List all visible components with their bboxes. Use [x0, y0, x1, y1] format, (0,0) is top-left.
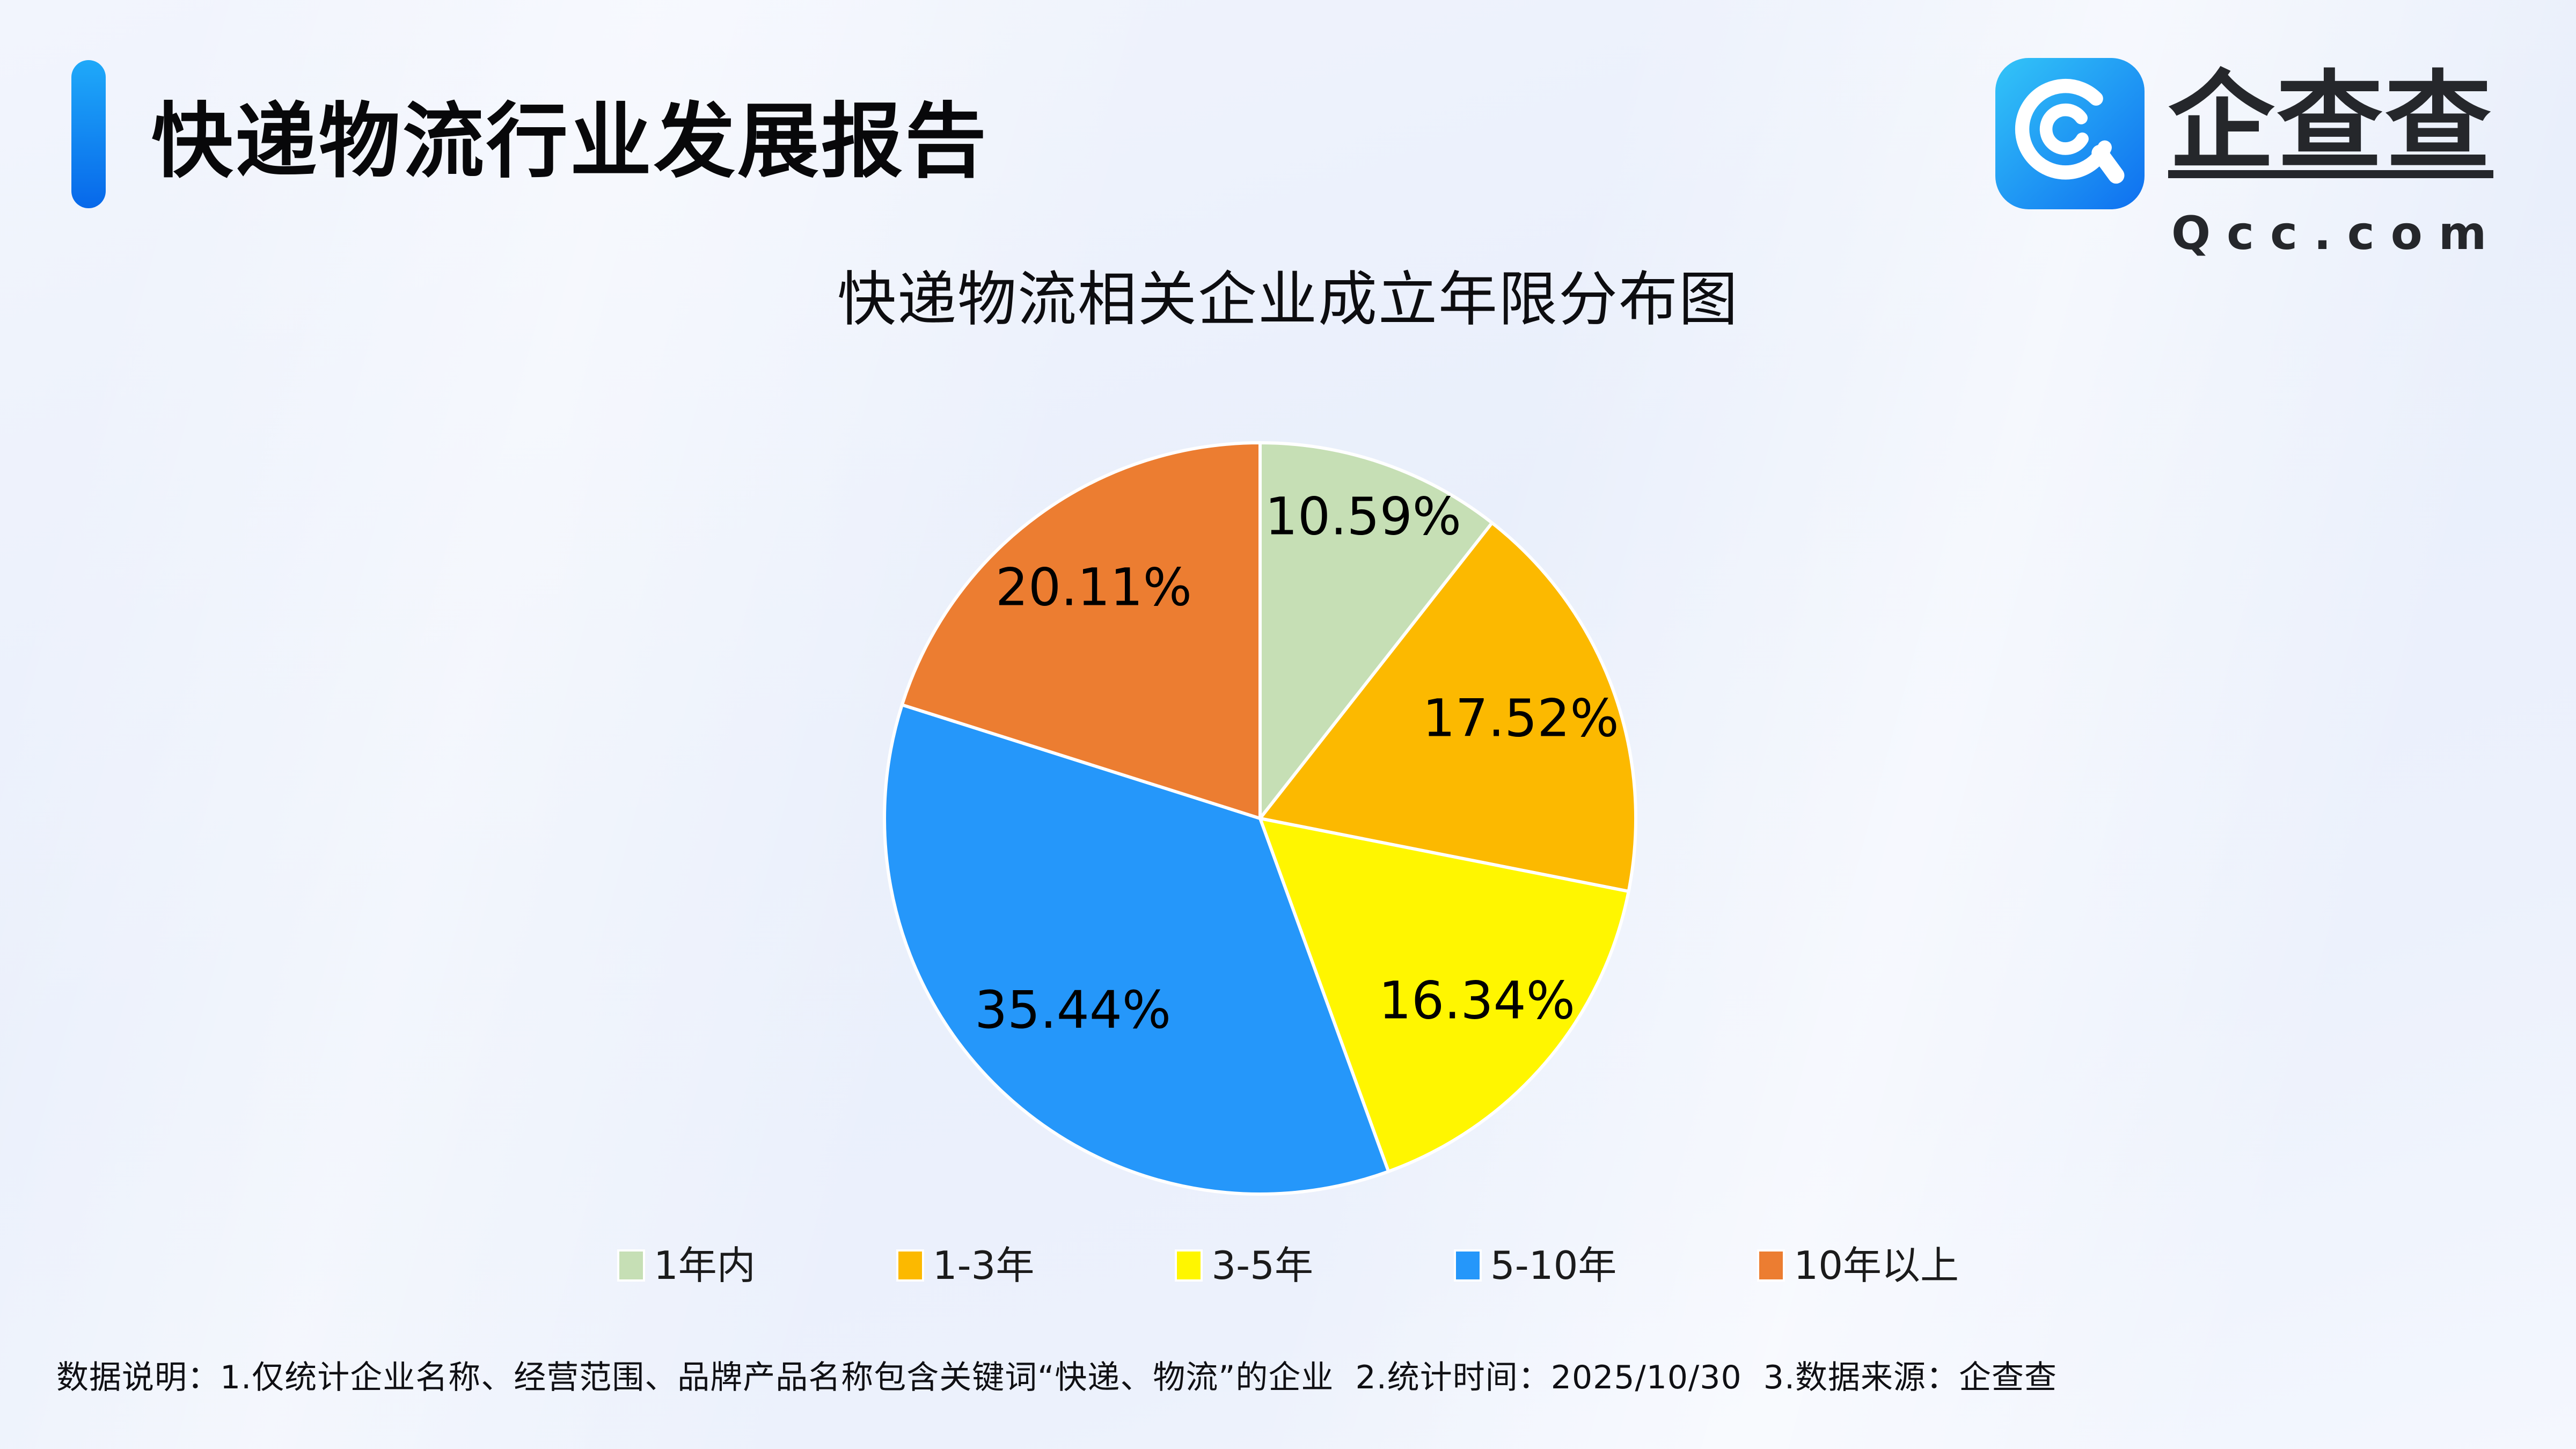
data-notes: 数据说明：1.仅统计企业名称、经营范围、品牌产品名称包含关键词“快递、物流”的企…	[56, 1359, 2058, 1396]
pie-slice-3-5年	[1258, 817, 1630, 1173]
pie-slice-1-3年	[1258, 521, 1638, 893]
qcc-logo-icon	[1995, 58, 2145, 209]
pie-slice-label: 20.11%	[996, 558, 1192, 618]
pie-chart: 10.59% 17.52% 16.34% 35.44% 20.11%	[883, 441, 1638, 1196]
title-accent-bar	[71, 60, 106, 208]
pie-slice-label: 10.59%	[1265, 487, 1461, 547]
legend-label: 10年以上	[1794, 1243, 1959, 1288]
legend-swatch	[896, 1249, 924, 1282]
chart-legend: 1年内 1-3年 3-5年 5-10年 10年以上	[0, 1246, 2576, 1285]
legend-item-5-10年: 5-10年	[1453, 1243, 1617, 1288]
page-title: 快递物流行业发展报告	[151, 94, 989, 189]
legend-label: 3-5年	[1211, 1243, 1313, 1288]
legend-item-1-3年: 1-3年	[896, 1243, 1035, 1288]
pie-slice-5-10年	[883, 703, 1391, 1196]
pie-slice-10年以上	[900, 441, 1262, 820]
legend-label: 1年内	[653, 1243, 756, 1288]
pie-slice-label: 17.52%	[1423, 688, 1619, 748]
magnifier-q-icon	[2015, 79, 2125, 184]
legend-swatch	[1175, 1249, 1203, 1282]
legend-item-3-5年: 3-5年	[1175, 1246, 1313, 1285]
chart-title: 快递物流相关企业成立年限分布图	[837, 265, 1739, 334]
pie-chart-container: 10.59% 17.52% 16.34% 35.44% 20.11%	[881, 440, 1639, 1197]
pie-slice-1年内	[1258, 441, 1494, 820]
legend-item-1年内: 1年内	[617, 1246, 756, 1285]
legend-label: 5-10年	[1490, 1243, 1617, 1288]
pie-slice-label: 16.34%	[1379, 971, 1575, 1031]
legend-swatch	[1757, 1249, 1785, 1282]
legend-label: 1-3年	[932, 1243, 1035, 1288]
legend-item-10年以上: 10年以上	[1757, 1246, 1959, 1285]
legend-swatch	[1453, 1249, 1482, 1282]
legend-swatch	[617, 1249, 645, 1282]
brand-domain: Qcc.com	[2171, 207, 2503, 260]
pie-slice-label: 35.44%	[975, 980, 1171, 1040]
brand-name: 企查查	[2168, 60, 2493, 184]
